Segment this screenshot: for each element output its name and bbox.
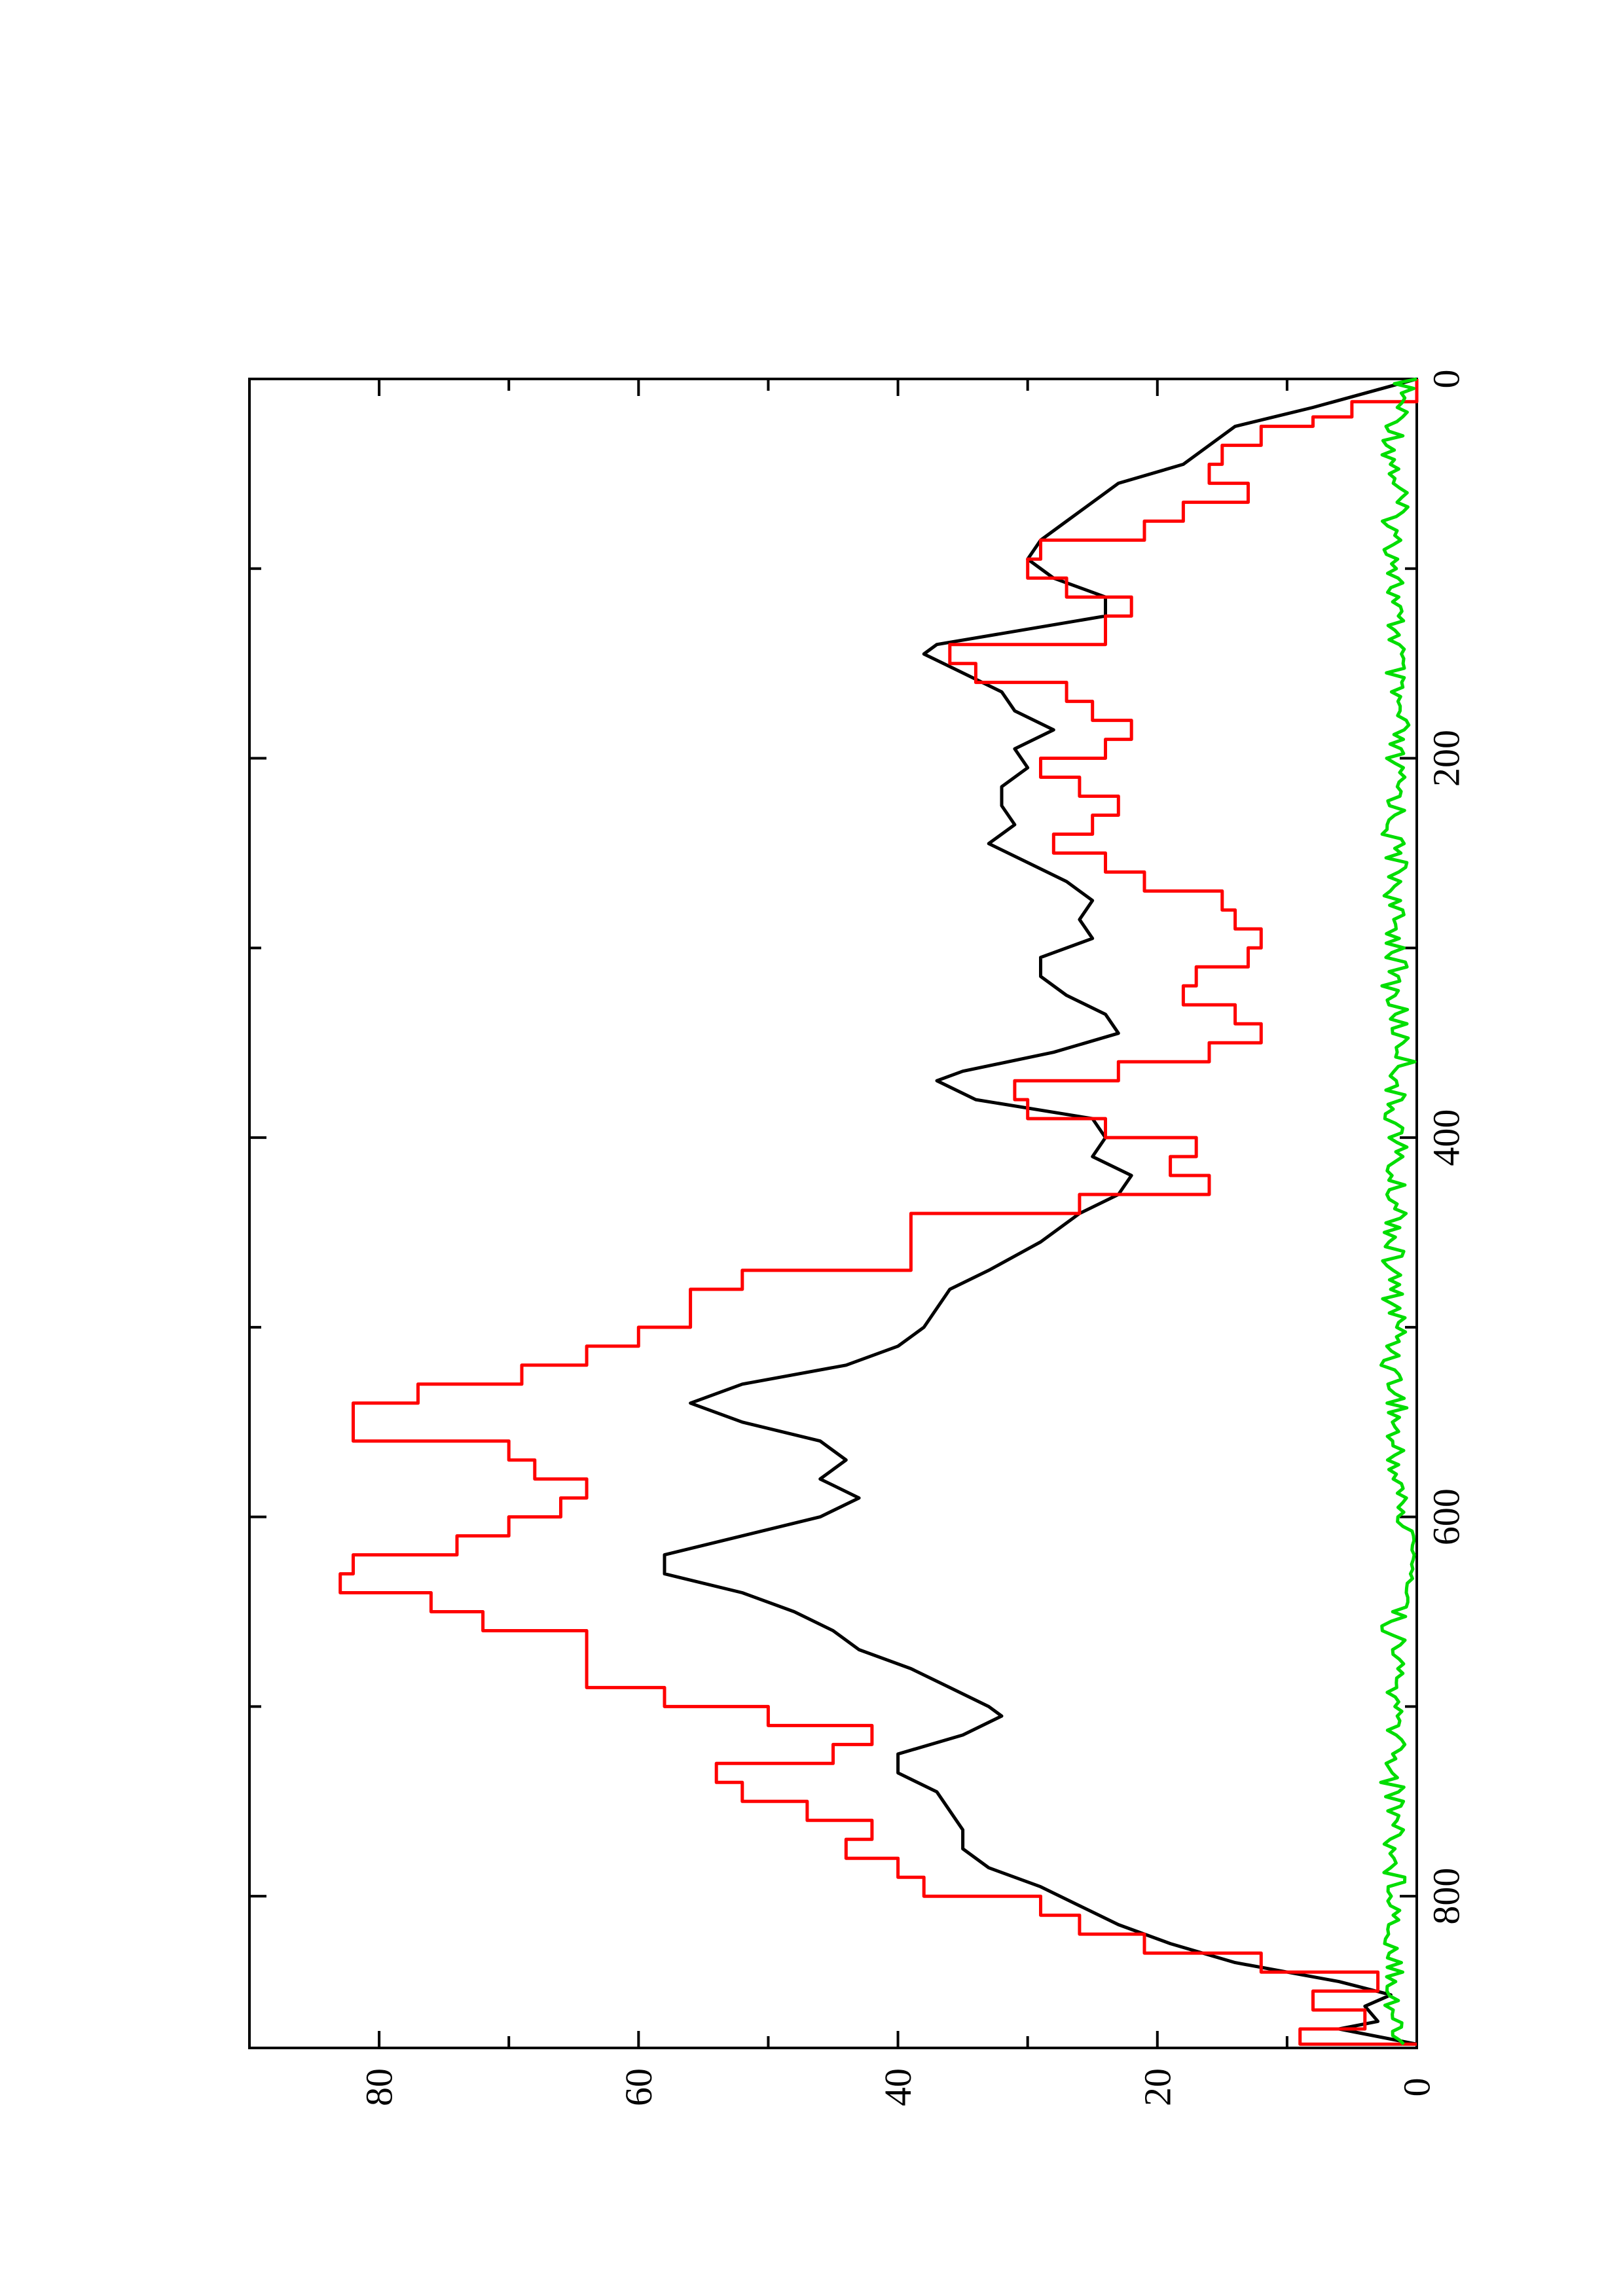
plot-frame [248,378,1418,2049]
y-tick-label: 60 [617,2068,660,2106]
tick-labels: 0 200 400 600 800 0 20 40 60 80 [358,370,1468,2107]
y-tick-label: 0 [1396,2078,1438,2097]
y-tick-label: 40 [877,2068,919,2106]
series-line-1 [338,379,1419,2046]
series-layer [338,377,1419,2046]
x-tick-label: 400 [1425,1109,1468,1166]
axis-ticks [249,378,1418,2048]
x-tick-label: 800 [1425,1868,1468,1925]
series-line-2 [1379,377,1417,2046]
y-tick-label: 80 [358,2068,401,2106]
x-tick-label: 0 [1425,370,1468,389]
x-tick-label: 200 [1425,730,1468,787]
x-tick-label: 600 [1425,1488,1468,1545]
y-tick-label: 20 [1136,2068,1178,2106]
series-line-0 [663,377,1417,2046]
